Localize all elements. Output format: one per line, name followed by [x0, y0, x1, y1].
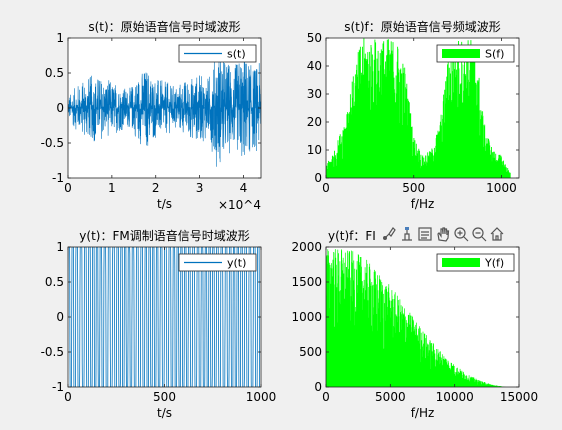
legend-label: Y(f) — [484, 257, 504, 270]
legend-label: s(t) — [227, 48, 246, 61]
legend[interactable]: s(t) — [178, 44, 257, 63]
y-tick-label: 50 — [307, 31, 322, 45]
legend-label: y(t) — [227, 257, 246, 270]
subplot-s-frequency-domain: 0 500 1000 0 10 20 30 40 50 f/Hz s(t)f：原始语音信号频域波形 S… — [307, 19, 520, 211]
series-group — [68, 56, 261, 167]
signal-line-y-t — [68, 247, 261, 387]
y-tick-label: 0.5 — [45, 66, 64, 80]
x-axis-label: f/Hz — [411, 197, 435, 211]
y-tick-label: 20 — [307, 115, 322, 129]
y-tick-label: 1000 — [291, 310, 322, 324]
y-tick-label: -1 — [52, 380, 64, 394]
y-tick-label: 500 — [299, 345, 322, 359]
y-tick-label: 0.5 — [45, 275, 64, 289]
y-tick-label: 0 — [56, 101, 64, 115]
spectrum-bars — [326, 249, 506, 387]
legend-swatch — [442, 258, 480, 267]
y-tick-label: 40 — [307, 59, 322, 73]
chart-title: s(t)f：原始语音信号频域波形 — [344, 19, 501, 34]
x-tick-label: 1000 — [246, 390, 277, 404]
chart-title: y(t)f：FI — [328, 229, 376, 243]
y-tick-label: -0.5 — [41, 136, 64, 150]
x-tick-label: 0 — [64, 390, 72, 404]
data-cursor-icon[interactable] — [402, 227, 412, 241]
x-tick-label: 0 — [322, 181, 330, 195]
x-tick-label: 500 — [402, 181, 425, 195]
pan-hand-icon[interactable] — [437, 227, 450, 242]
subplot-y-time-domain: 0 500 1000 -1 -0.5 0 0.5 1 t/s y(t)：FM调制语音信号时域波形 y… — [41, 228, 277, 420]
y-tick-label: 10 — [307, 143, 322, 157]
x-tick-label: 3 — [196, 181, 204, 195]
y-tick-label: -1 — [52, 171, 64, 185]
subplot-s-time-domain: 0 1 2 3 4 -1 -0.5 0 0.5 1 ×10^4 t/s s(t)：原始语音信号时域波形 s… — [41, 19, 262, 212]
zoom-in-icon[interactable] — [454, 227, 469, 242]
subplot-y-frequency-domain: 0 5000 10000 15000 0 500 1000 1500 2000 f/Hz y(t)f… — [291, 229, 538, 420]
x-tick-label: 500 — [153, 390, 176, 404]
x-axis-label: t/s — [157, 406, 172, 420]
axes-toolbar — [378, 222, 520, 244]
x-tick-label: 4 — [240, 181, 248, 195]
signal-line-s-t — [68, 56, 261, 167]
x-tick-label: 0 — [64, 181, 72, 195]
legend[interactable]: Y(f) — [436, 253, 515, 272]
series-group — [68, 247, 261, 387]
x-axis-label: f/Hz — [411, 406, 435, 420]
chart-title: s(t)：原始语音信号时域波形 — [88, 19, 240, 34]
legend[interactable]: y(t) — [178, 253, 257, 272]
spectrum-bars — [326, 38, 511, 178]
y-tick-label: 30 — [307, 87, 322, 101]
y-tick-label: 1 — [56, 240, 64, 254]
y-tick-label: 1500 — [291, 275, 322, 289]
home-icon[interactable] — [490, 227, 504, 241]
x-axis-label: t/s — [157, 197, 172, 211]
series-group — [326, 249, 506, 387]
y-tick-label: 2000 — [291, 240, 322, 254]
x-tick-label: 1000 — [486, 181, 517, 195]
y-tick-label: 0 — [314, 380, 322, 394]
x-tick-label: 10000 — [436, 390, 474, 404]
legend-icon[interactable] — [418, 227, 432, 241]
legend[interactable]: S(f) — [436, 44, 515, 63]
x-exponent-label: ×10^4 — [218, 198, 261, 212]
y-tick-label: -0.5 — [41, 345, 64, 359]
y-tick-label: 0 — [314, 171, 322, 185]
axes-frame — [325, 37, 520, 179]
zoom-out-icon[interactable] — [472, 227, 487, 242]
brush-icon[interactable] — [383, 227, 396, 240]
series-group — [326, 38, 511, 178]
x-tick-label: 5000 — [375, 390, 406, 404]
x-tick-label: 1 — [108, 181, 116, 195]
y-tick-label: 0 — [56, 310, 64, 324]
x-tick-label: 2 — [152, 181, 160, 195]
y-tick-label: 1 — [56, 31, 64, 45]
x-tick-label: 0 — [322, 390, 330, 404]
legend-label: S(f) — [485, 48, 504, 61]
chart-title: y(t)：FM调制语音信号时域波形 — [79, 228, 249, 243]
x-tick-label: 15000 — [500, 390, 538, 404]
legend-swatch — [442, 49, 480, 58]
